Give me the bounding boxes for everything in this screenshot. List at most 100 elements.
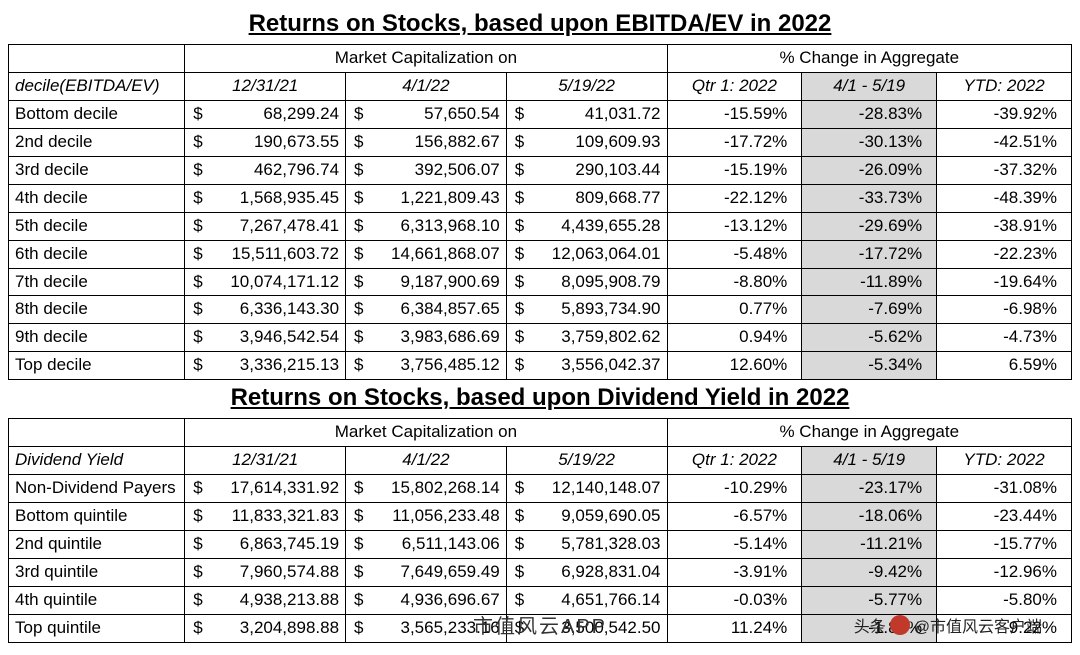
pctchange-cell: -5.62% xyxy=(802,324,937,352)
marketcap-cell: $8,095,908.79 xyxy=(506,268,667,296)
row-label: 7th decile xyxy=(9,268,185,296)
pctchange-cell: -15.19% xyxy=(667,156,802,184)
table1-title: Returns on Stocks, based upon EBITDA/EV … xyxy=(8,10,1072,38)
table-row: Bottom decile$68,299.24$57,650.54$41,031… xyxy=(9,100,1072,128)
marketcap-cell: $3,336,215.13 xyxy=(185,352,346,380)
pctchange-cell: -15.59% xyxy=(667,100,802,128)
marketcap-cell: $57,650.54 xyxy=(346,100,507,128)
pctchange-cell: -33.73% xyxy=(802,184,937,212)
marketcap-cell: $3,756,485.12 xyxy=(346,352,507,380)
marketcap-cell: $7,960,574.88 xyxy=(185,558,346,586)
table-group-header-row: Market Capitalization on % Change in Agg… xyxy=(9,419,1072,447)
ebitda-ev-table: Market Capitalization on % Change in Agg… xyxy=(8,44,1072,380)
marketcap-cell: $6,928,831.04 xyxy=(506,558,667,586)
marketcap-cell: $3,204,898.88 xyxy=(185,614,346,642)
row-label: 4th decile xyxy=(9,184,185,212)
marketcap-cell: $3,946,542.54 xyxy=(185,324,346,352)
marketcap-cell: $12,140,148.07 xyxy=(506,475,667,503)
marketcap-cell: $6,313,968.10 xyxy=(346,212,507,240)
blank-corner xyxy=(9,45,185,73)
table-row: Top decile$3,336,215.13$3,756,485.12$3,5… xyxy=(9,352,1072,380)
pctchange-cell: -6.57% xyxy=(667,503,802,531)
marketcap-cell: $11,056,233.48 xyxy=(346,503,507,531)
table-row: 2nd decile$190,673.55$156,882.67$109,609… xyxy=(9,128,1072,156)
col-qtr1-2022: Qtr 1: 2022 xyxy=(667,447,802,475)
marketcap-cell: $4,936,696.67 xyxy=(346,586,507,614)
watermark-source: 头条 @市值风云客户端 xyxy=(854,613,1042,637)
table-row: 4th decile$1,568,935.45$1,221,809.43$809… xyxy=(9,184,1072,212)
pctchange-cell: -11.21% xyxy=(802,531,937,559)
marketcap-cell: $3,983,686.69 xyxy=(346,324,507,352)
marketcap-cell: $15,511,603.72 xyxy=(185,240,346,268)
row-label: 8th decile xyxy=(9,296,185,324)
pctchange-cell: -11.89% xyxy=(802,268,937,296)
marketcap-cell: $3,556,042.37 xyxy=(506,352,667,380)
table-col-header-row: decile(EBITDA/EV) 12/31/21 4/1/22 5/19/2… xyxy=(9,72,1072,100)
pctchange-cell: -13.12% xyxy=(667,212,802,240)
marketcap-cell: $190,673.55 xyxy=(185,128,346,156)
marketcap-cell: $4,651,766.14 xyxy=(506,586,667,614)
marketcap-cell: $7,267,478.41 xyxy=(185,212,346,240)
row-label: 4th quintile xyxy=(9,586,185,614)
marketcap-cell: $3,500,542.50 xyxy=(506,614,667,642)
table-row: Non-Dividend Payers$17,614,331.92$15,802… xyxy=(9,475,1072,503)
table-group-header-row: Market Capitalization on % Change in Agg… xyxy=(9,45,1072,73)
row-label: 2nd quintile xyxy=(9,531,185,559)
pctchange-cell: -17.72% xyxy=(802,240,937,268)
pctchange-cell: -10.29% xyxy=(667,475,802,503)
pctchange-group-header: % Change in Aggregate xyxy=(667,45,1072,73)
marketcap-cell: $156,882.67 xyxy=(346,128,507,156)
marketcap-cell: $1,568,935.45 xyxy=(185,184,346,212)
col-4-1-22: 4/1/22 xyxy=(346,72,507,100)
table-row: 3rd decile$462,796.74$392,506.07$290,103… xyxy=(9,156,1072,184)
table-row: 4th quintile$4,938,213.88$4,936,696.67$4… xyxy=(9,586,1072,614)
pctchange-cell: 0.94% xyxy=(667,324,802,352)
marketcap-cell: $809,668.77 xyxy=(506,184,667,212)
table-col-header-row: Dividend Yield 12/31/21 4/1/22 5/19/22 Q… xyxy=(9,447,1072,475)
pctchange-cell: -28.83% xyxy=(802,100,937,128)
watermark-handle: @市值风云客户端 xyxy=(914,613,1042,637)
pctchange-cell: -5.14% xyxy=(667,531,802,559)
pctchange-cell: -22.23% xyxy=(937,240,1072,268)
marketcap-cell: $290,103.44 xyxy=(506,156,667,184)
col-qtr1-2022: Qtr 1: 2022 xyxy=(667,72,802,100)
marketcap-cell: $9,059,690.05 xyxy=(506,503,667,531)
marketcap-cell: $392,506.07 xyxy=(346,156,507,184)
col-12-31-21: 12/31/21 xyxy=(185,447,346,475)
marketcap-cell: $6,384,857.65 xyxy=(346,296,507,324)
pctchange-cell: -37.32% xyxy=(937,156,1072,184)
marketcap-cell: $6,336,143.30 xyxy=(185,296,346,324)
col-ytd-2022: YTD: 2022 xyxy=(937,447,1072,475)
pctchange-cell: -5.34% xyxy=(802,352,937,380)
marketcap-cell: $1,221,809.43 xyxy=(346,184,507,212)
pctchange-cell: -6.98% xyxy=(937,296,1072,324)
table-row: Bottom quintile$11,833,321.83$11,056,233… xyxy=(9,503,1072,531)
pctchange-cell: 11.24% xyxy=(667,614,802,642)
dividend-yield-table: Market Capitalization on % Change in Agg… xyxy=(8,418,1072,643)
marketcap-cell: $14,661,868.07 xyxy=(346,240,507,268)
pctchange-cell: 12.60% xyxy=(667,352,802,380)
pctchange-cell: -15.77% xyxy=(937,531,1072,559)
table-row: 8th decile$6,336,143.30$6,384,857.65$5,8… xyxy=(9,296,1072,324)
pctchange-cell: -42.51% xyxy=(937,128,1072,156)
marketcap-cell: $3,565,233.16 xyxy=(346,614,507,642)
pctchange-cell: -3.91% xyxy=(667,558,802,586)
row-label: Top decile xyxy=(9,352,185,380)
row-label: Top quintile xyxy=(9,614,185,642)
pctchange-cell: 0.77% xyxy=(667,296,802,324)
pctchange-cell: -39.92% xyxy=(937,100,1072,128)
row-label: 2nd decile xyxy=(9,128,185,156)
marketcap-cell: $7,649,659.49 xyxy=(346,558,507,586)
pctchange-cell: -12.96% xyxy=(937,558,1072,586)
row-label: 9th decile xyxy=(9,324,185,352)
pctchange-cell: -17.72% xyxy=(667,128,802,156)
row-label: 5th decile xyxy=(9,212,185,240)
col-5-19-22: 5/19/22 xyxy=(506,447,667,475)
pctchange-cell: -22.12% xyxy=(667,184,802,212)
marketcap-cell: $15,802,268.14 xyxy=(346,475,507,503)
table-row: 2nd quintile$6,863,745.19$6,511,143.06$5… xyxy=(9,531,1072,559)
pctchange-cell: -19.64% xyxy=(937,268,1072,296)
pctchange-cell: 6.59% xyxy=(937,352,1072,380)
pctchange-cell: -38.91% xyxy=(937,212,1072,240)
row-label: Bottom decile xyxy=(9,100,185,128)
